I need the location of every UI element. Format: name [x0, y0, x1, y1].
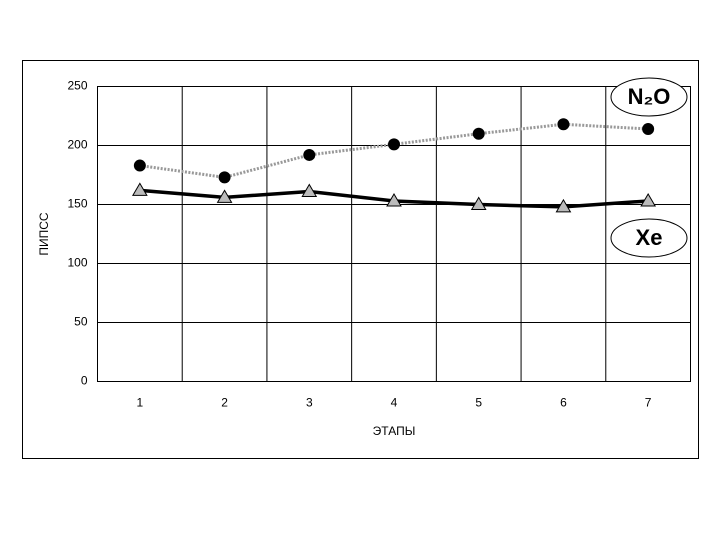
marker	[303, 148, 316, 161]
marker	[218, 171, 231, 184]
x-tick-label: 2	[221, 396, 228, 410]
x-axis-label: ЭТАПЫ	[373, 424, 416, 438]
x-tick-label: 1	[137, 396, 144, 410]
y-tick-label: 200	[67, 138, 87, 152]
y-tick-label: 250	[67, 79, 87, 93]
x-tick-label: 6	[560, 396, 567, 410]
y-tick-label: 150	[67, 197, 87, 211]
marker	[133, 159, 146, 172]
marker	[131, 182, 148, 196]
marker	[557, 118, 570, 131]
legend-ellipse	[610, 218, 688, 258]
y-axis-label: ПИПСС	[37, 212, 51, 256]
marker	[301, 183, 318, 198]
marker	[472, 127, 485, 140]
marker	[555, 198, 572, 213]
plot-area	[97, 86, 691, 382]
marker	[386, 192, 402, 207]
x-tick-label: 5	[475, 396, 482, 410]
x-tick-label: 3	[306, 396, 313, 410]
marker	[640, 192, 657, 207]
marker	[642, 122, 655, 135]
legend-label: N₂O	[628, 84, 671, 109]
x-tick-label: 7	[645, 396, 652, 410]
marker	[470, 196, 487, 210]
legend-label: Xe	[636, 225, 663, 250]
marker	[388, 138, 400, 151]
y-tick-label: 50	[74, 315, 88, 329]
y-tick-label: 100	[67, 256, 87, 270]
y-tick-label: 0	[81, 374, 88, 388]
legend-ellipse	[610, 77, 688, 117]
marker	[216, 189, 233, 203]
x-tick-label: 4	[391, 396, 398, 410]
